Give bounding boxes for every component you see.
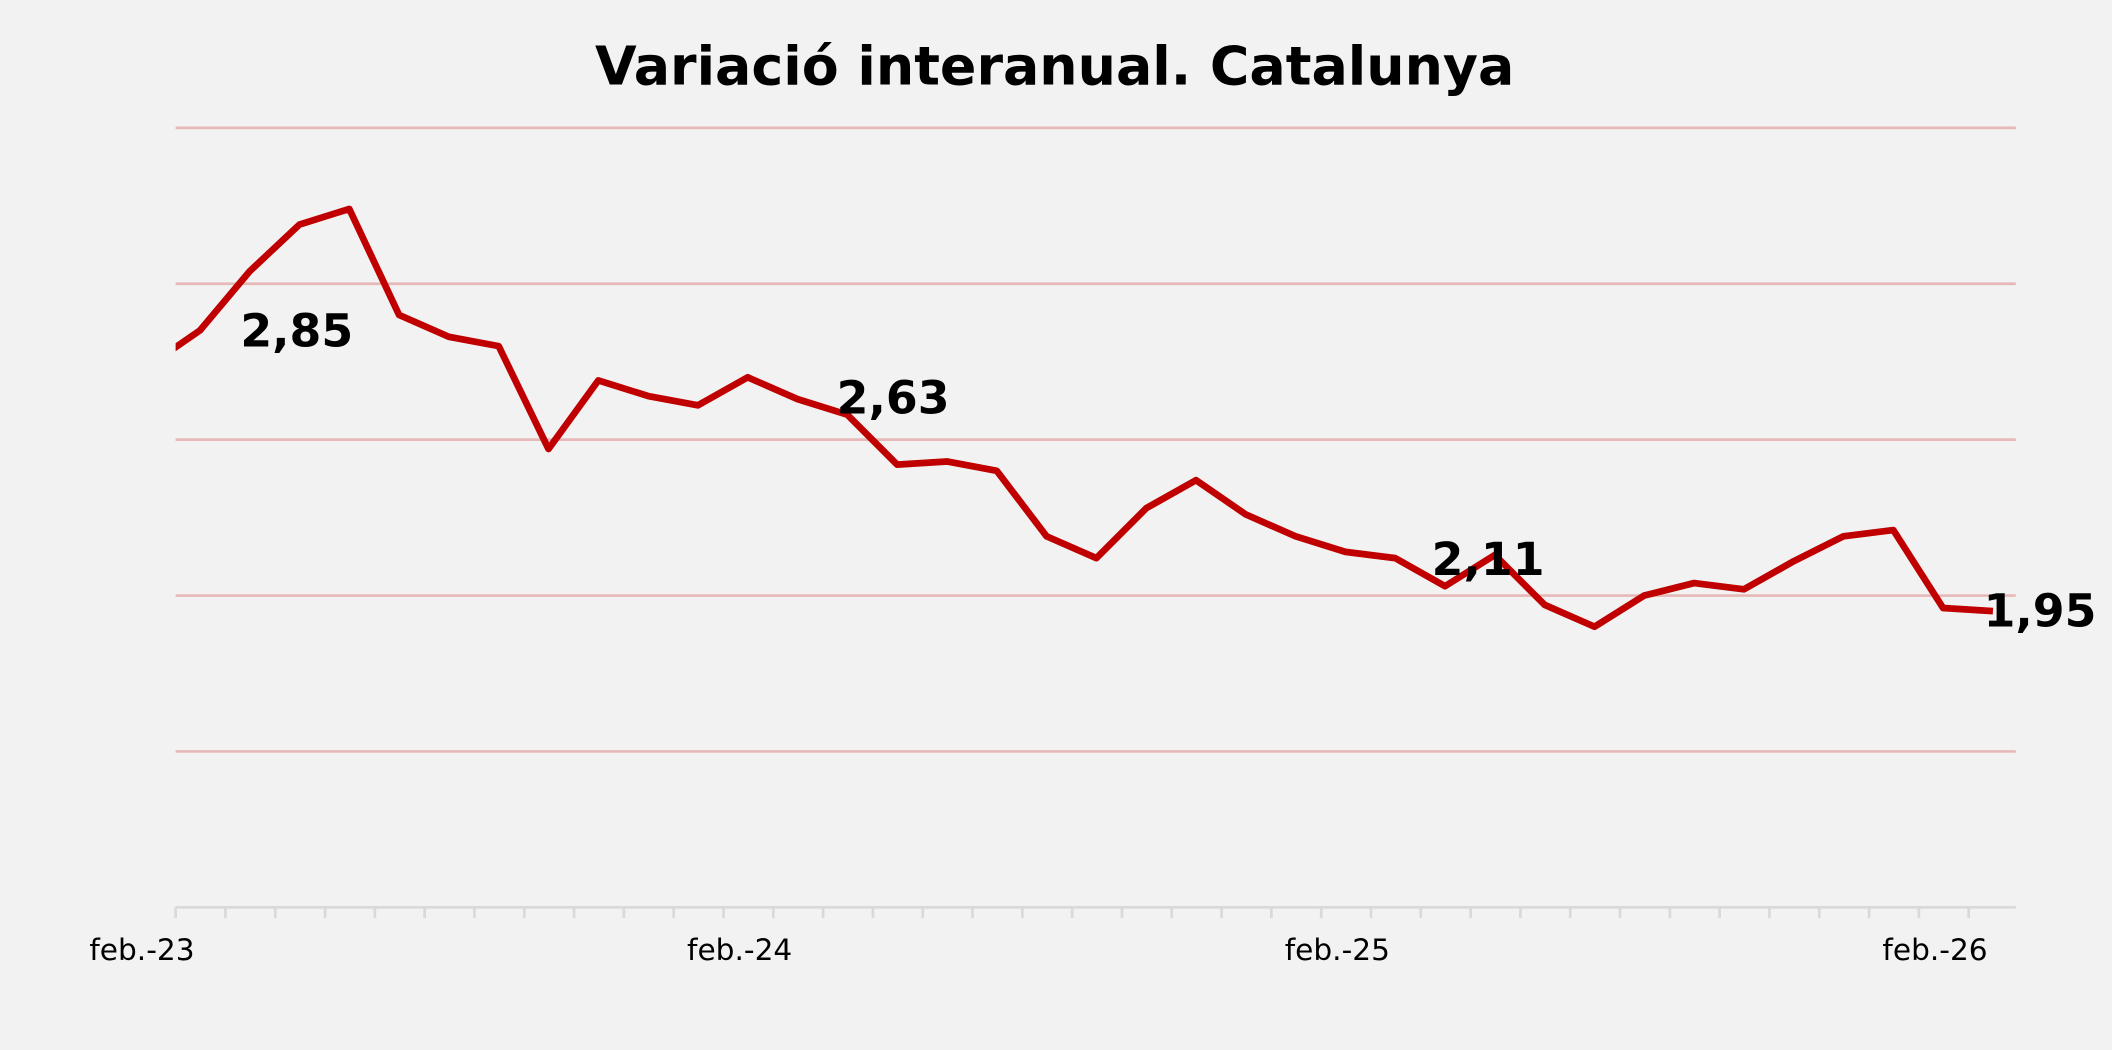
data-annotation: 2,63 — [837, 372, 950, 425]
x-tick-label: feb.-25 — [1285, 933, 1390, 967]
data-annotation: 1,95 — [1984, 584, 2097, 637]
chart-title: Variació interanual. Catalunya — [595, 35, 1514, 98]
x-tick-label: feb.-24 — [687, 933, 792, 967]
x-tick-label: feb.-23 — [89, 933, 194, 967]
data-line — [175, 205, 1994, 631]
x-tick-label: feb.-26 — [1882, 933, 1987, 967]
data-annotation: 2,85 — [240, 304, 353, 357]
plot-area — [175, 205, 1994, 631]
data-annotation: 2,11 — [1432, 533, 1545, 586]
